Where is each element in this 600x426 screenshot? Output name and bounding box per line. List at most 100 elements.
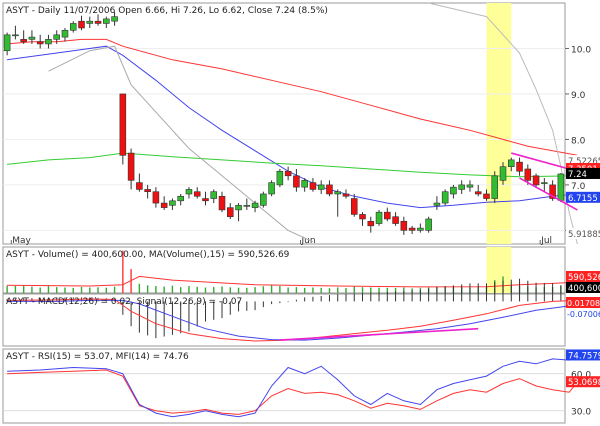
candle-body	[243, 205, 251, 207]
candle-body	[185, 189, 193, 195]
candle-body	[78, 20, 85, 29]
candle-body	[276, 170, 284, 186]
candle-body	[119, 93, 127, 156]
rsi-label-text: 53.0698	[568, 378, 600, 388]
candle-body	[375, 211, 383, 224]
candle-body	[499, 166, 507, 181]
macd-panel: ASYT - MACD(12,26) = 0.02, Signal(12,26,…	[2, 278, 600, 347]
candle-body	[466, 184, 474, 188]
candle-body	[61, 29, 69, 38]
candle-body	[69, 23, 77, 31]
channel-trendline	[519, 177, 578, 211]
ma-gray-line	[48, 45, 314, 243]
macd-header: ASYT - MACD(12,26) = 0.02, Signal(12,26,…	[6, 297, 242, 307]
candle-body	[251, 202, 259, 208]
rsi-label-box	[566, 376, 600, 388]
candle-body	[193, 191, 201, 197]
candle-body	[342, 193, 350, 197]
candle-body	[350, 198, 358, 215]
candle-body	[144, 189, 151, 193]
price-label-text: 5.91885	[568, 230, 600, 240]
rsi-tick-label: 60.0	[571, 371, 591, 381]
candle-body	[177, 195, 184, 202]
candle-body	[408, 227, 416, 231]
candle-body	[284, 170, 292, 177]
rsi-tick-label: 30.0	[571, 408, 591, 418]
macd-label-text: -0.070066	[567, 310, 600, 319]
candle-body	[227, 207, 234, 218]
candle-body	[309, 182, 317, 190]
x-tick-label: Jul	[540, 236, 552, 246]
candle-body	[326, 184, 333, 195]
candle-body	[441, 191, 449, 204]
candle-body	[524, 168, 532, 181]
candle-body	[218, 195, 226, 211]
chart-header: ASYT - Daily 11/07/2006 Open 6.66, Hi 7.…	[6, 6, 328, 16]
candle-body	[508, 159, 515, 167]
candle-body	[425, 218, 432, 231]
candle-body	[293, 175, 300, 188]
ma-green-line	[7, 152, 578, 178]
candle-body	[433, 202, 441, 206]
candle-body	[317, 184, 325, 190]
price-label-box	[566, 228, 600, 240]
macd-label-box	[566, 297, 600, 308]
candle-body	[111, 16, 118, 22]
price-tick-label: 8.0	[571, 136, 586, 146]
candle-body	[491, 175, 499, 199]
candle-body	[12, 34, 19, 37]
rsi-label-box	[566, 349, 600, 361]
price-label-box	[566, 155, 600, 167]
candle-body	[417, 227, 424, 231]
mfi-line	[7, 355, 578, 418]
candle-body	[334, 191, 341, 195]
price-label-text: 6.7155	[568, 194, 598, 204]
volume-label-text: 590,526	[568, 273, 600, 283]
volume-panel: ASYT - Volume() = 400,600.00, MA(Volume(…	[2, 246, 600, 294]
price-label-box	[566, 167, 600, 179]
candle-body	[359, 214, 366, 220]
candle-body	[202, 198, 209, 202]
volume-header: ASYT - Volume() = 400,600.00, MA(Volume(…	[6, 250, 290, 260]
highlight-band	[486, 3, 512, 244]
candle-body	[450, 186, 457, 195]
candle-body	[483, 193, 490, 199]
price-label-text: 7.24	[568, 170, 587, 180]
candle-body	[94, 20, 102, 24]
candle-body	[392, 216, 399, 224]
candle-body	[474, 191, 482, 195]
ma-red-line	[7, 38, 578, 156]
price-tick-label: 10.0	[571, 45, 591, 55]
candle-body	[541, 182, 548, 184]
candle-body	[169, 200, 176, 206]
price-tick-label: 9.0	[571, 91, 586, 101]
candle-body	[260, 193, 267, 206]
candle-body	[45, 39, 52, 45]
candle-body	[136, 182, 143, 190]
price-label-text: 7.52265	[568, 157, 600, 167]
candle-body	[367, 220, 375, 227]
candle-body	[516, 161, 523, 172]
candle-body	[210, 191, 218, 199]
x-tick-label: Jun	[301, 236, 316, 246]
candle-body	[384, 211, 391, 220]
candle-body	[103, 18, 110, 24]
candle-body	[301, 180, 308, 188]
macd-label-text: 0.017088	[567, 299, 600, 308]
candle-body	[53, 34, 60, 40]
price-label-box	[566, 191, 600, 203]
candle-body	[36, 41, 44, 45]
candle-body	[160, 202, 168, 208]
rsi-label-text: 74.7579	[568, 351, 600, 361]
rsi-header: ASYT - RSI(15) = 53.07, MFI(14) = 74.76	[6, 352, 189, 362]
candle-body	[400, 220, 408, 231]
price-tick-label: 7.0	[571, 182, 586, 192]
candle-body	[549, 184, 556, 199]
candle-body	[3, 34, 11, 52]
candle-body	[152, 191, 160, 204]
candle-body	[86, 20, 94, 24]
volume-ma-line	[7, 275, 578, 288]
macd-panel-frame	[2, 293, 566, 347]
